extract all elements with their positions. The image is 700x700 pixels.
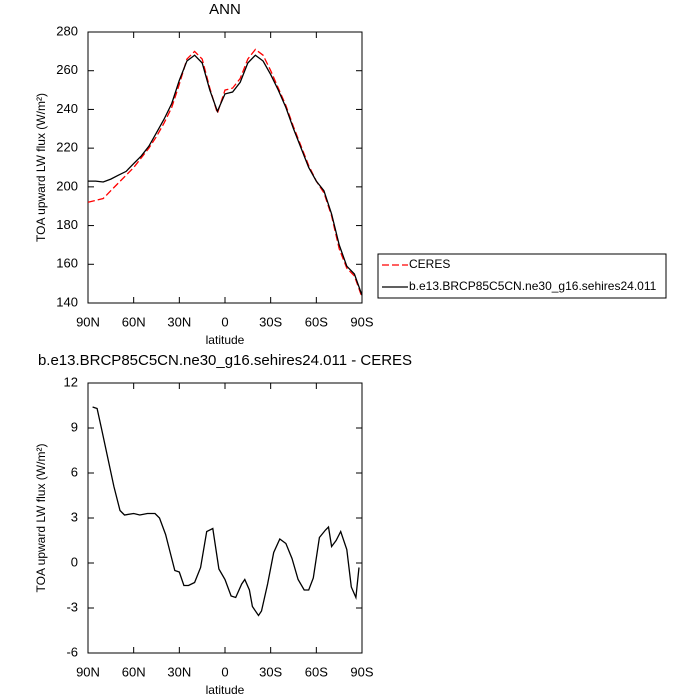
y-tick-label: 220 — [56, 140, 78, 155]
x-axis-label: latitude — [206, 333, 245, 347]
y-tick-label: 180 — [56, 217, 78, 232]
x-tick-label: 60S — [305, 314, 328, 329]
plot-frame — [87, 382, 363, 654]
x-tick-label: 60N — [122, 314, 146, 329]
y-axis-label: TOA upward LW flux (W/m²) — [34, 93, 48, 242]
y-axis-label: TOA upward LW flux (W/m²) — [34, 444, 48, 593]
y-tick-label: 260 — [56, 62, 78, 77]
x-tick-label: 30S — [259, 314, 282, 329]
x-tick-label: 90S — [350, 314, 373, 329]
data-line — [87, 48, 363, 298]
x-tick-label: 0 — [221, 664, 228, 679]
x-tick-label: 30N — [167, 314, 191, 329]
chart-title: ANN — [209, 1, 241, 18]
y-tick-label: 140 — [56, 294, 78, 309]
data-line — [92, 406, 360, 617]
x-tick-label: 0 — [221, 314, 228, 329]
x-tick-label: 90S — [350, 664, 373, 679]
data-line — [88, 54, 363, 296]
y-tick-label: 200 — [56, 178, 78, 193]
y-tick-label: 160 — [56, 256, 78, 271]
y-tick-label: 3 — [71, 509, 78, 524]
y-tick-label: 6 — [71, 464, 78, 479]
y-tick-label: 280 — [56, 23, 78, 38]
x-tick-label: 30S — [259, 664, 282, 679]
x-tick-label: 60N — [122, 664, 146, 679]
x-axis-label: latitude — [206, 683, 245, 697]
y-tick-label: 12 — [64, 374, 78, 389]
y-tick-label: 9 — [71, 419, 78, 434]
plot-frame — [87, 31, 363, 304]
legend-label: CERES — [409, 257, 450, 271]
x-tick-label: 90N — [76, 664, 100, 679]
x-tick-label: 90N — [76, 314, 100, 329]
y-tick-label: 240 — [56, 101, 78, 116]
legend-label: b.e13.BRCP85C5CN.ne30_g16.sehires24.011 — [409, 279, 657, 293]
y-tick-label: -6 — [66, 644, 78, 659]
x-tick-label: 30N — [167, 664, 191, 679]
y-tick-label: 0 — [71, 554, 78, 569]
chart-title: b.e13.BRCP85C5CN.ne30_g16.sehires24.011 … — [38, 352, 412, 369]
y-tick-label: -3 — [66, 599, 78, 614]
x-tick-label: 60S — [305, 664, 328, 679]
legend-frame — [377, 253, 667, 299]
